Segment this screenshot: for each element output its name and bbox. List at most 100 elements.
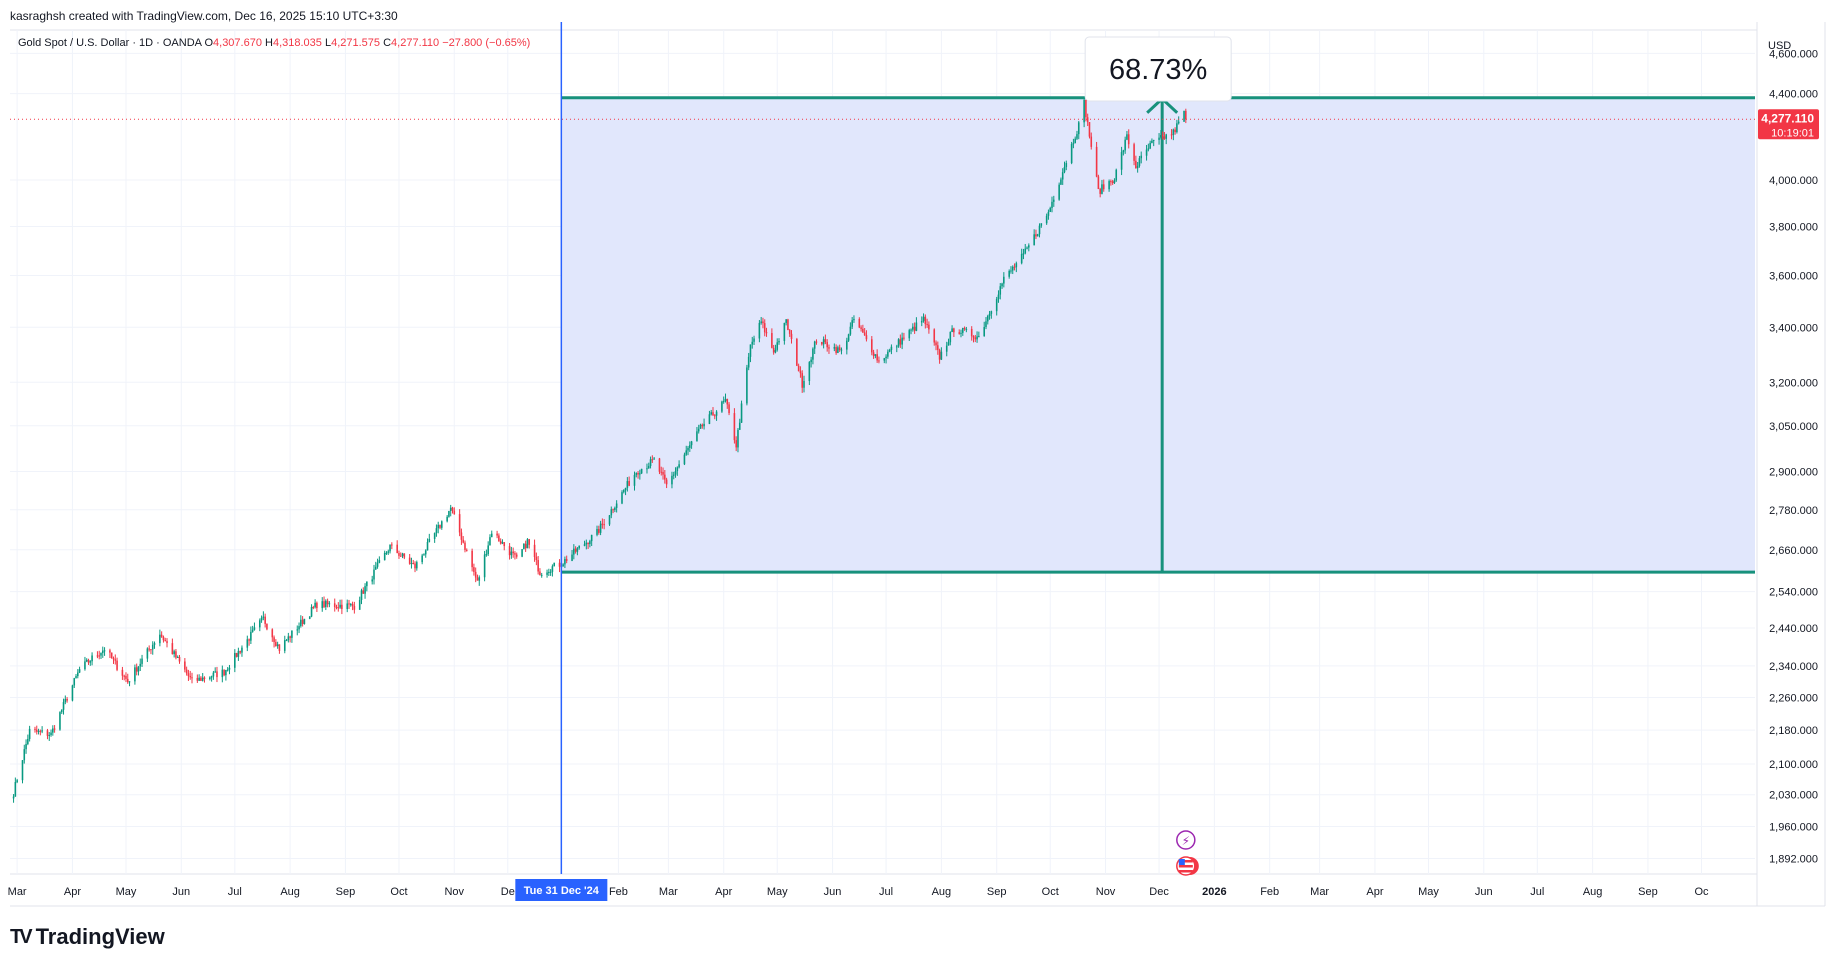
candle-body xyxy=(1010,270,1012,272)
chart-credit: kasraghsh created with TradingView.com, … xyxy=(10,9,398,23)
candle-body xyxy=(371,579,374,582)
candle-body xyxy=(77,672,79,677)
candle-body xyxy=(248,639,250,641)
candle-body xyxy=(1158,137,1160,140)
candle-body xyxy=(398,553,400,556)
candle-body xyxy=(790,333,793,340)
candle-body xyxy=(101,650,104,654)
candle-body xyxy=(291,630,293,638)
candle-body xyxy=(846,340,848,350)
brand-name: TradingView xyxy=(35,924,165,949)
candle-body xyxy=(551,566,554,572)
x-tick-label: Jul xyxy=(1530,886,1544,898)
candle-body xyxy=(1076,134,1078,139)
candle-body xyxy=(273,637,275,643)
measure-range-box[interactable] xyxy=(561,97,1755,573)
candle-body xyxy=(173,651,175,655)
lightning-icon[interactable] xyxy=(1176,830,1196,850)
candle-body xyxy=(1152,139,1155,141)
candle-body xyxy=(696,431,698,442)
candle-body xyxy=(849,326,852,335)
candle-body xyxy=(175,651,177,658)
candle-body xyxy=(1083,99,1085,123)
candle-body xyxy=(91,655,93,662)
candle-body xyxy=(915,322,918,331)
candle-body xyxy=(339,604,341,608)
candle-body xyxy=(474,571,477,578)
candle-body xyxy=(37,730,40,732)
x-tick-label: Mar xyxy=(8,886,27,898)
candle-body xyxy=(146,648,149,659)
candle-body xyxy=(159,634,161,644)
candle-body xyxy=(1127,134,1130,145)
candle-body xyxy=(995,299,998,312)
candle-body xyxy=(314,602,316,608)
candle-body xyxy=(838,347,841,350)
candle-body xyxy=(462,539,465,543)
candle-body xyxy=(1177,121,1180,124)
candle-body xyxy=(185,669,188,674)
candle-body xyxy=(826,342,828,348)
legend-open: 4,307.670 xyxy=(213,37,265,49)
candle-body xyxy=(526,539,529,549)
candle-body xyxy=(1026,247,1028,249)
x-tick-label: Feb xyxy=(1260,886,1279,898)
candle-body xyxy=(1086,117,1089,123)
candle-body xyxy=(1065,163,1068,168)
legend-symbol: Gold Spot / U.S. Dollar · 1D · OANDA xyxy=(18,37,204,49)
candle-body xyxy=(60,709,63,713)
candle-body xyxy=(813,341,816,349)
candle-body xyxy=(66,698,68,701)
candle-body xyxy=(1140,155,1143,159)
candle-body xyxy=(378,560,381,563)
candle-body xyxy=(1077,122,1080,135)
candle-body xyxy=(123,675,125,677)
candle-body xyxy=(870,339,873,353)
candle-body xyxy=(64,698,67,703)
candle-body xyxy=(908,330,911,339)
symbol-legend[interactable]: Gold Spot / U.S. Dollar · 1D · OANDA O4,… xyxy=(18,37,530,49)
candle-body xyxy=(448,511,450,517)
candle-body xyxy=(724,398,727,402)
candle-body xyxy=(446,516,448,522)
y-tick-label: 2,780.000 xyxy=(1769,505,1818,517)
x-tick-label: Apr xyxy=(715,886,732,898)
y-tick-label: 2,540.000 xyxy=(1769,587,1818,599)
candle-body xyxy=(1013,266,1016,268)
candle-body xyxy=(364,586,366,594)
candle-body xyxy=(887,351,889,357)
tradingview-brand[interactable]: TV TradingView xyxy=(10,924,165,950)
y-tick-label: 3,050.000 xyxy=(1769,421,1818,433)
x-tick-label: Aug xyxy=(280,886,300,898)
candle-body xyxy=(858,318,861,328)
candle-body xyxy=(851,320,853,327)
candle-body xyxy=(961,327,964,333)
candle-body xyxy=(451,507,454,511)
candle-body xyxy=(640,468,643,474)
candle-body xyxy=(608,515,611,525)
candle-body xyxy=(837,347,839,353)
candle-body xyxy=(965,328,968,330)
candle-body xyxy=(598,529,600,533)
last-price-value: 4,277.110 xyxy=(1761,111,1814,125)
candle-body xyxy=(945,345,948,352)
candle-body xyxy=(821,342,823,345)
candle-body xyxy=(665,479,668,485)
candle-body xyxy=(348,603,350,605)
candle-body xyxy=(564,558,566,565)
candle-body xyxy=(164,640,167,642)
candle-body xyxy=(947,342,950,346)
candle-body xyxy=(201,677,204,681)
y-tick-label: 2,660.000 xyxy=(1769,545,1818,557)
candle-body xyxy=(653,458,655,460)
candle-body xyxy=(738,422,741,430)
candle-body xyxy=(685,450,688,455)
candle-body xyxy=(1160,135,1162,138)
candle-body xyxy=(21,760,24,781)
candle-body xyxy=(424,550,427,555)
candle-body xyxy=(12,796,15,799)
candle-body xyxy=(885,356,887,359)
candle-body xyxy=(976,336,978,340)
